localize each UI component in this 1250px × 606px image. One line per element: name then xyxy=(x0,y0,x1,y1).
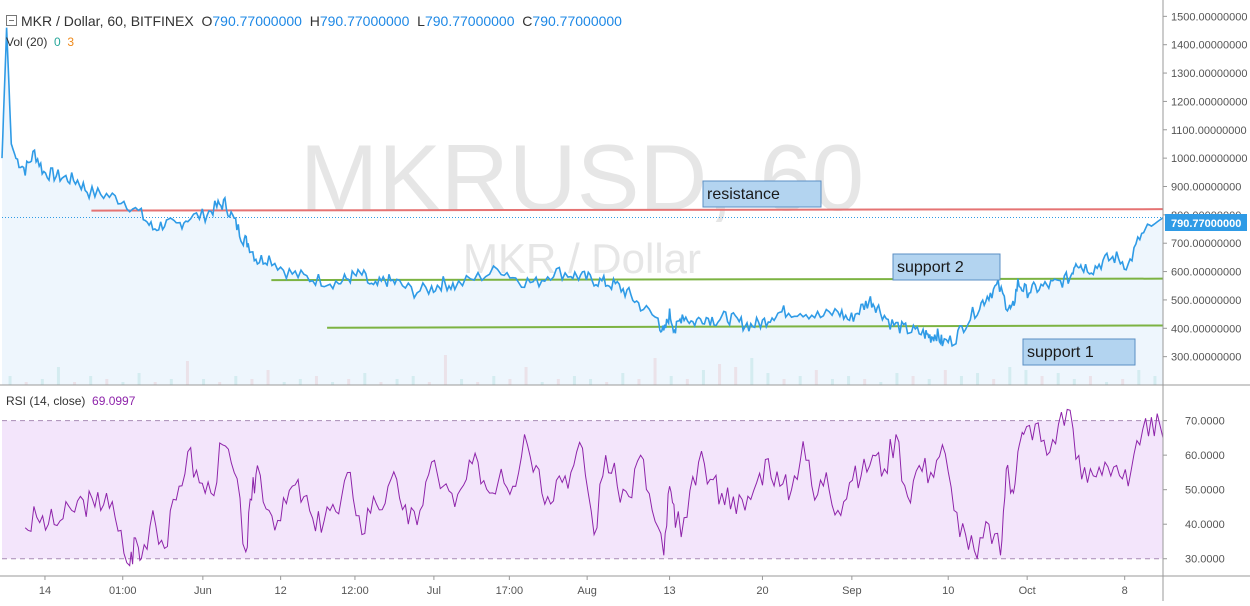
annotation-label: resistance xyxy=(707,186,780,203)
annotation-box[interactable] xyxy=(892,253,1001,281)
symbol-legend: MKR / Dollar, 60, BITFINEX O790.77000000… xyxy=(6,13,622,29)
close-label: C xyxy=(522,13,533,29)
open-value: 790.77000000 xyxy=(212,13,302,29)
volume-legend: Vol (20) 0 3 xyxy=(6,35,74,49)
volume-label: Vol (20) xyxy=(6,35,48,49)
time-axis-label: 10 xyxy=(942,585,954,597)
annotations[interactable]: resistance support 2 support 1 xyxy=(702,180,1136,366)
time-axis-label: Jul xyxy=(427,585,441,597)
volume-value-b: 3 xyxy=(67,35,75,49)
price-series-line[interactable] xyxy=(1,27,1164,348)
price-axis-label: 1400.00000000 xyxy=(1171,40,1247,52)
time-axis-label: Jun xyxy=(194,585,212,597)
time-axis-label: 13 xyxy=(663,585,675,597)
rsi-axis-label: 30.0000 xyxy=(1185,554,1225,566)
rsi-label: RSI (14, close) xyxy=(6,394,86,408)
last-price-tag-text: 790.77000000 xyxy=(1171,218,1241,230)
annotation-box[interactable] xyxy=(1022,338,1136,366)
time-axis-label: 20 xyxy=(756,585,768,597)
symbol-title: MKR / Dollar, 60, BITFINEX xyxy=(21,13,194,29)
collapse-icon[interactable] xyxy=(6,15,17,26)
time-axis-label: Oct xyxy=(1019,585,1036,597)
rsi-line[interactable] xyxy=(24,408,1164,567)
price-axis-label: 700.00000000 xyxy=(1171,238,1241,250)
price-axis-label: 1300.00000000 xyxy=(1171,68,1247,80)
price-axis-label: 1100.00000000 xyxy=(1171,125,1247,137)
level-line-resistance[interactable] xyxy=(91,208,1164,212)
annotation-box[interactable] xyxy=(702,180,822,208)
level-line-support-2[interactable] xyxy=(271,277,1164,282)
volume-value-a: 0 xyxy=(54,35,61,49)
price-line[interactable] xyxy=(1,27,1164,348)
last-price-tag-bg xyxy=(1165,214,1247,231)
watermark: MKRUSD, 60 MKR / Dollar xyxy=(300,125,864,282)
time-axis[interactable]: 14 01:00 Jun 12 12:00 Jul 17:00 Aug 13 20 Sep 10 Oct… xyxy=(39,576,1128,597)
price-axis-label: 1500.00000000 xyxy=(1171,11,1247,23)
time-axis-label: 01:00 xyxy=(109,585,137,597)
time-axis-label: 12:00 xyxy=(341,585,369,597)
rsi-axis-label: 70.0000 xyxy=(1185,416,1225,428)
time-axis-label: 17:00 xyxy=(496,585,524,597)
time-axis-label: Sep xyxy=(842,585,862,597)
watermark-line1: MKRUSD, 60 xyxy=(300,125,864,230)
time-axis-label: 14 xyxy=(39,585,51,597)
annotation-label: support 1 xyxy=(1027,344,1094,361)
price-axis-label: 400.00000000 xyxy=(1171,323,1241,335)
rsi-legend: RSI (14, close) 69.0997 xyxy=(6,394,135,408)
high-label: H xyxy=(309,13,320,29)
last-price-tag: 790.77000000 xyxy=(1165,214,1247,231)
open-label: O xyxy=(201,13,213,29)
time-axis-label: 8 xyxy=(1122,585,1128,597)
price-axis-label: 900.00000000 xyxy=(1171,181,1241,193)
price-area-fill xyxy=(2,27,1163,385)
rsi-band-fill xyxy=(2,420,1163,559)
close-value: 790.77000000 xyxy=(532,13,622,29)
rsi-series-line[interactable] xyxy=(24,408,1164,567)
rsi-value: 69.0997 xyxy=(92,394,136,408)
rsi-axis-label: 60.0000 xyxy=(1185,450,1225,462)
high-value: 790.77000000 xyxy=(319,13,410,29)
low-label: L xyxy=(417,13,425,29)
price-axis-label: 600.00000000 xyxy=(1171,267,1241,279)
annotation-label: support 2 xyxy=(897,259,964,276)
price-area xyxy=(2,27,1163,385)
rsi-band xyxy=(2,420,1163,560)
low-value: 790.77000000 xyxy=(424,13,515,29)
price-axis-label: 500.00000000 xyxy=(1171,295,1241,307)
rsi-axis-label: 40.0000 xyxy=(1185,519,1225,531)
time-axis-label: Aug xyxy=(577,585,597,597)
price-axis-label: 300.00000000 xyxy=(1171,352,1241,364)
rsi-axis[interactable]: 70.0000 60.0000 50.0000 40.0000 30.0000 xyxy=(1163,416,1225,566)
price-axis-label: 1000.00000000 xyxy=(1171,153,1247,165)
price-axis-label: 1200.00000000 xyxy=(1171,96,1247,108)
rsi-axis-label: 50.0000 xyxy=(1185,485,1225,497)
time-axis-label: 12 xyxy=(275,585,287,597)
